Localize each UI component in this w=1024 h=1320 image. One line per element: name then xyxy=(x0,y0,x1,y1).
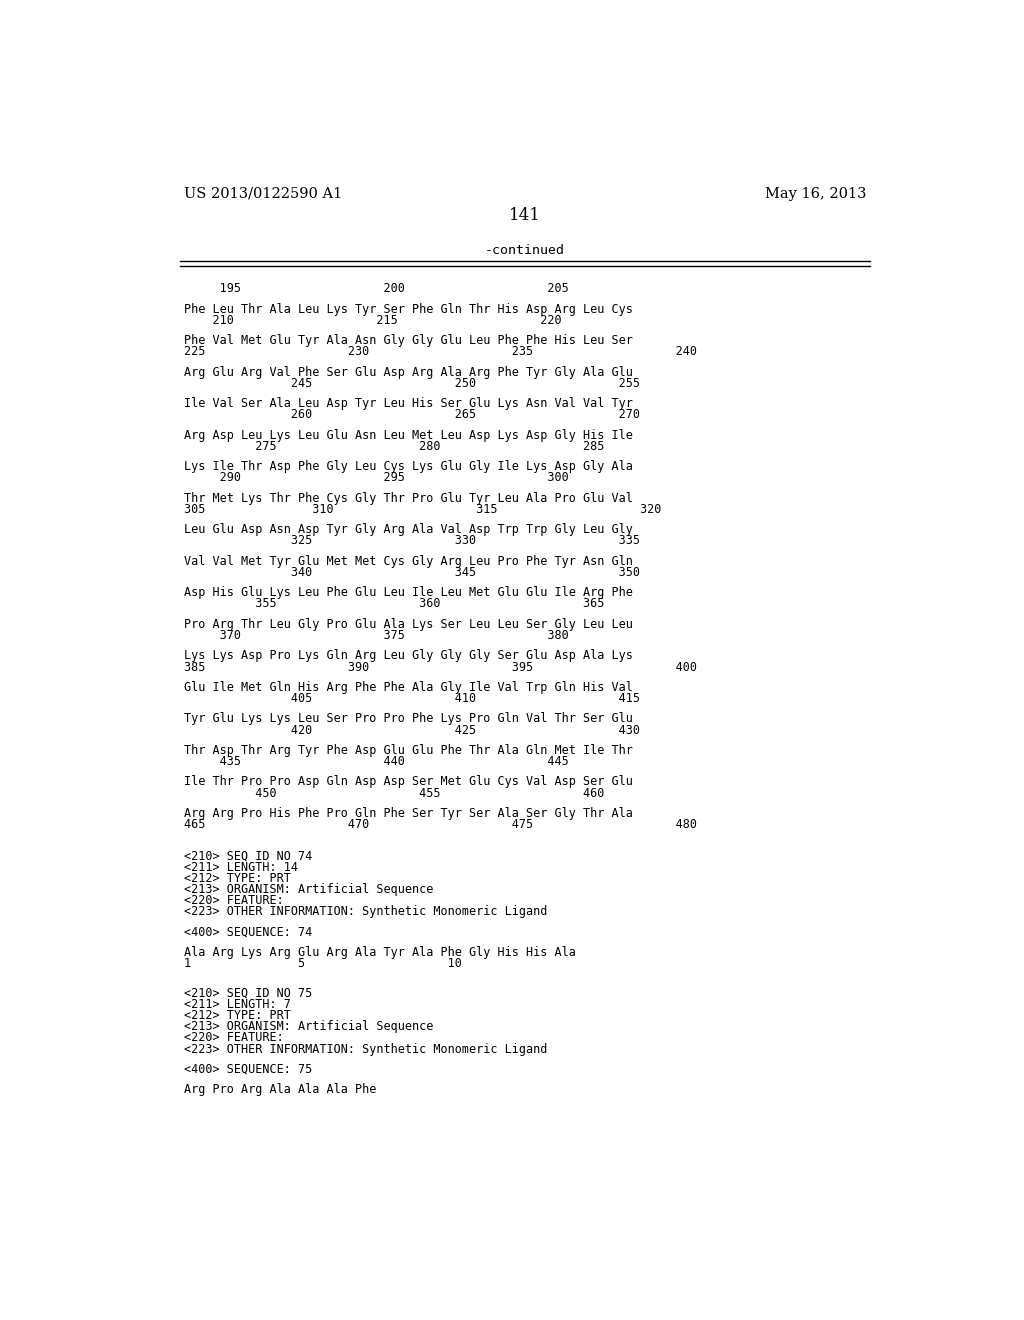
Text: 245                    250                    255: 245 250 255 xyxy=(183,378,640,389)
Text: 1               5                    10: 1 5 10 xyxy=(183,957,462,970)
Text: <211> LENGTH: 14: <211> LENGTH: 14 xyxy=(183,861,298,874)
Text: Leu Glu Asp Asn Asp Tyr Gly Arg Ala Val Asp Trp Trp Gly Leu Gly: Leu Glu Asp Asn Asp Tyr Gly Arg Ala Val … xyxy=(183,523,633,536)
Text: Ile Val Ser Ala Leu Asp Tyr Leu His Ser Glu Lys Asn Val Val Tyr: Ile Val Ser Ala Leu Asp Tyr Leu His Ser … xyxy=(183,397,633,411)
Text: Lys Ile Thr Asp Phe Gly Leu Cys Lys Glu Gly Ile Lys Asp Gly Ala: Lys Ile Thr Asp Phe Gly Leu Cys Lys Glu … xyxy=(183,461,633,474)
Text: Lys Lys Asp Pro Lys Gln Arg Leu Gly Gly Gly Ser Glu Asp Ala Lys: Lys Lys Asp Pro Lys Gln Arg Leu Gly Gly … xyxy=(183,649,633,663)
Text: 370                    375                    380: 370 375 380 xyxy=(183,630,568,642)
Text: <400> SEQUENCE: 75: <400> SEQUENCE: 75 xyxy=(183,1063,311,1076)
Text: <400> SEQUENCE: 74: <400> SEQUENCE: 74 xyxy=(183,925,311,939)
Text: Asp His Glu Lys Leu Phe Glu Leu Ile Leu Met Glu Glu Ile Arg Phe: Asp His Glu Lys Leu Phe Glu Leu Ile Leu … xyxy=(183,586,633,599)
Text: 225                    230                    235                    240: 225 230 235 240 xyxy=(183,346,696,359)
Text: <213> ORGANISM: Artificial Sequence: <213> ORGANISM: Artificial Sequence xyxy=(183,1020,433,1034)
Text: 385                    390                    395                    400: 385 390 395 400 xyxy=(183,660,696,673)
Text: <223> OTHER INFORMATION: Synthetic Monomeric Ligand: <223> OTHER INFORMATION: Synthetic Monom… xyxy=(183,906,547,919)
Text: <220> FEATURE:: <220> FEATURE: xyxy=(183,894,284,907)
Text: 450                    455                    460: 450 455 460 xyxy=(183,787,604,800)
Text: Pro Arg Thr Leu Gly Pro Glu Ala Lys Ser Leu Leu Ser Gly Leu Leu: Pro Arg Thr Leu Gly Pro Glu Ala Lys Ser … xyxy=(183,618,633,631)
Text: -continued: -continued xyxy=(484,244,565,257)
Text: 355                    360                    365: 355 360 365 xyxy=(183,598,604,610)
Text: May 16, 2013: May 16, 2013 xyxy=(765,187,866,201)
Text: Val Val Met Tyr Glu Met Met Cys Gly Arg Leu Pro Phe Tyr Asn Gln: Val Val Met Tyr Glu Met Met Cys Gly Arg … xyxy=(183,554,633,568)
Text: 435                    440                    445: 435 440 445 xyxy=(183,755,568,768)
Text: Arg Glu Arg Val Phe Ser Glu Asp Arg Ala Arg Phe Tyr Gly Ala Glu: Arg Glu Arg Val Phe Ser Glu Asp Arg Ala … xyxy=(183,366,633,379)
Text: <210> SEQ ID NO 75: <210> SEQ ID NO 75 xyxy=(183,987,311,999)
Text: Ala Arg Lys Arg Glu Arg Ala Tyr Ala Phe Gly His His Ala: Ala Arg Lys Arg Glu Arg Ala Tyr Ala Phe … xyxy=(183,946,575,960)
Text: 325                    330                    335: 325 330 335 xyxy=(183,535,640,548)
Text: 260                    265                    270: 260 265 270 xyxy=(183,408,640,421)
Text: Arg Arg Pro His Phe Pro Gln Phe Ser Tyr Ser Ala Ser Gly Thr Ala: Arg Arg Pro His Phe Pro Gln Phe Ser Tyr … xyxy=(183,807,633,820)
Text: Arg Asp Leu Lys Leu Glu Asn Leu Met Leu Asp Lys Asp Gly His Ile: Arg Asp Leu Lys Leu Glu Asn Leu Met Leu … xyxy=(183,429,633,442)
Text: 340                    345                    350: 340 345 350 xyxy=(183,566,640,579)
Text: 141: 141 xyxy=(509,207,541,224)
Text: <220> FEATURE:: <220> FEATURE: xyxy=(183,1031,284,1044)
Text: Arg Pro Arg Ala Ala Ala Phe: Arg Pro Arg Ala Ala Ala Phe xyxy=(183,1084,376,1097)
Text: <210> SEQ ID NO 74: <210> SEQ ID NO 74 xyxy=(183,850,311,862)
Text: <223> OTHER INFORMATION: Synthetic Monomeric Ligand: <223> OTHER INFORMATION: Synthetic Monom… xyxy=(183,1043,547,1056)
Text: Glu Ile Met Gln His Arg Phe Phe Ala Gly Ile Val Trp Gln His Val: Glu Ile Met Gln His Arg Phe Phe Ala Gly … xyxy=(183,681,633,694)
Text: Phe Val Met Glu Tyr Ala Asn Gly Gly Glu Leu Phe Phe His Leu Ser: Phe Val Met Glu Tyr Ala Asn Gly Gly Glu … xyxy=(183,334,633,347)
Text: 405                    410                    415: 405 410 415 xyxy=(183,692,640,705)
Text: Tyr Glu Lys Lys Leu Ser Pro Pro Phe Lys Pro Gln Val Thr Ser Glu: Tyr Glu Lys Lys Leu Ser Pro Pro Phe Lys … xyxy=(183,713,633,725)
Text: 210                    215                    220: 210 215 220 xyxy=(183,314,561,327)
Text: Thr Asp Thr Arg Tyr Phe Asp Glu Glu Phe Thr Ala Gln Met Ile Thr: Thr Asp Thr Arg Tyr Phe Asp Glu Glu Phe … xyxy=(183,744,633,756)
Text: 290                    295                    300: 290 295 300 xyxy=(183,471,568,484)
Text: US 2013/0122590 A1: US 2013/0122590 A1 xyxy=(183,187,342,201)
Text: 305               310                    315                    320: 305 310 315 320 xyxy=(183,503,660,516)
Text: 420                    425                    430: 420 425 430 xyxy=(183,723,640,737)
Text: <212> TYPE: PRT: <212> TYPE: PRT xyxy=(183,1008,291,1022)
Text: 275                    280                    285: 275 280 285 xyxy=(183,440,604,453)
Text: Thr Met Lys Thr Phe Cys Gly Thr Pro Glu Tyr Leu Ala Pro Glu Val: Thr Met Lys Thr Phe Cys Gly Thr Pro Glu … xyxy=(183,492,633,504)
Text: 465                    470                    475                    480: 465 470 475 480 xyxy=(183,818,696,832)
Text: Phe Leu Thr Ala Leu Lys Tyr Ser Phe Gln Thr His Asp Arg Leu Cys: Phe Leu Thr Ala Leu Lys Tyr Ser Phe Gln … xyxy=(183,302,633,315)
Text: 195                    200                    205: 195 200 205 xyxy=(183,282,568,296)
Text: <211> LENGTH: 7: <211> LENGTH: 7 xyxy=(183,998,291,1011)
Text: <212> TYPE: PRT: <212> TYPE: PRT xyxy=(183,873,291,884)
Text: Ile Thr Pro Pro Asp Gln Asp Asp Ser Met Glu Cys Val Asp Ser Glu: Ile Thr Pro Pro Asp Gln Asp Asp Ser Met … xyxy=(183,775,633,788)
Text: <213> ORGANISM: Artificial Sequence: <213> ORGANISM: Artificial Sequence xyxy=(183,883,433,896)
